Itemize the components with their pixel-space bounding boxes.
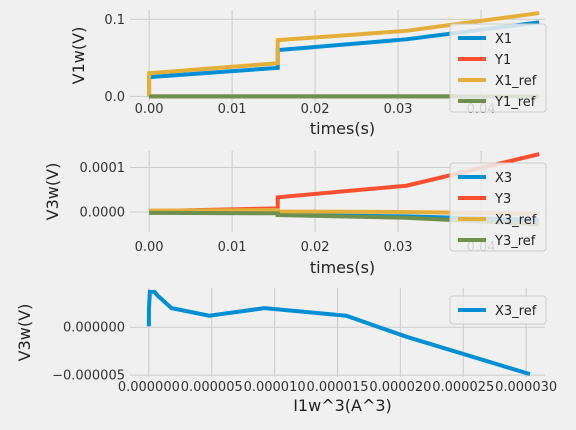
x-tick-label: 0.03 [384,102,413,117]
y-tick-label: 0.0000 [80,205,126,220]
x-axis-label: times(s) [310,258,375,277]
chart-3: 0.000000 0.000005 0.000010 0.000015 0.000020… [15,288,557,415]
y-tick-label: 0.0001 [80,161,126,176]
x-tick-label: 0.02 [301,240,330,255]
x-tick-label: 0.000030 [495,380,557,395]
legend-label: Y1 [494,53,511,68]
y-tick-label: 0.000000 [63,321,125,336]
x-tick-label: 0.02 [301,102,330,117]
legend-label: X3_ref [495,213,537,228]
legend: X3 Y3 X3_ref Y3_ref [450,163,546,251]
chart-1: 0.000.010.020.030.040.00.1times(s)V1w(V)… [69,10,546,138]
legend-label: Y3_ref [494,234,536,249]
y-tick-label: 0.0 [104,90,125,105]
legend-label: Y1_ref [494,95,536,110]
x-tick-label: 0.00 [135,240,164,255]
x-tick-label: 0.000025 [432,380,494,395]
x-tick-label: 0.000010 [244,380,306,395]
legend-label: X3 [495,171,512,186]
y-axis-label: V3w(V) [15,304,34,362]
y-axis-label: V3w(V) [43,163,62,221]
legend-label: X1 [495,32,512,47]
legend: X1 Y1 X1_ref Y1_ref [450,24,546,112]
legend-label: Y3 [494,192,511,207]
x-tick-label: 0.01 [218,240,247,255]
legend: X3_ref [450,296,546,324]
legend-label: X1_ref [495,74,537,89]
y-tick-label: 0.1 [104,13,125,28]
x-tick-label: 0.00 [135,102,164,117]
x-tick-label: 0.000020 [369,380,431,395]
y-tick-label: −0.000005 [52,369,125,384]
chart-2: 0.000.010.020.030.040.00000.0001times(s)… [43,151,546,277]
x-tick-label: 0.000015 [306,380,368,395]
x-tick-label: 0.000005 [181,380,243,395]
x-tick-label: 0.000000 [118,380,180,395]
x-axis-label: I1w^3(A^3) [293,396,392,415]
x-tick-label: 0.01 [218,102,247,117]
x-tick-label: 0.03 [384,240,413,255]
y-axis-label: V1w(V) [69,27,88,85]
legend-label: X3_ref [495,304,537,319]
x-axis-label: times(s) [310,119,375,138]
